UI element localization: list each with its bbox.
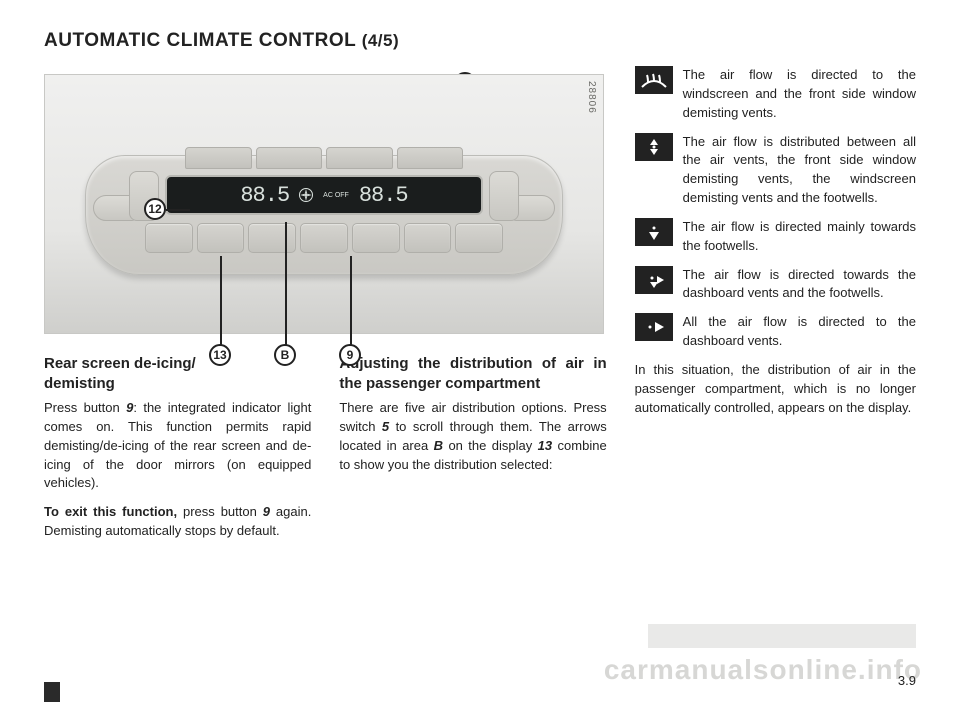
text: on the display: [443, 438, 538, 453]
climate-panel-figure: 28806 88.5 AC OFF: [44, 74, 604, 334]
bottom-buttons: [145, 223, 503, 253]
dashboard-icon: [635, 313, 673, 341]
bottom-button: [300, 223, 348, 253]
bottom-button: [455, 223, 503, 253]
top-button: [397, 147, 464, 169]
col1-p1: Press button 9: the integrated indica­to…: [44, 399, 311, 493]
col2-heading: Adjusting the distribution of air in the…: [339, 354, 606, 393]
black-tab: [44, 682, 60, 702]
col2-p1: There are five air distribution options.…: [339, 399, 606, 474]
all-vents-icon: [635, 133, 673, 161]
bottom-button: [404, 223, 452, 253]
mode-all-vents: The air flow is distributed be­tween all…: [635, 133, 916, 208]
display-left-temp: 88.5: [240, 183, 289, 208]
callout-13-label: 13: [213, 348, 226, 362]
title-fraction: (4/5): [362, 31, 399, 50]
callout-B: B: [274, 344, 296, 366]
text-bold: To exit this function,: [44, 504, 183, 519]
leader-13: [220, 256, 222, 346]
callout-12-label: 12: [148, 202, 161, 216]
display-mid: AC OFF: [323, 192, 349, 199]
col1-heading: Rear screen de-icing/ demisting: [44, 354, 311, 393]
column-2: Adjusting the distribution of air in the…: [339, 346, 606, 551]
bottom-button: [197, 223, 245, 253]
image-number: 28806: [586, 81, 597, 114]
page-title: AUTOMATIC CLIMATE CONTROL (4/5): [44, 30, 916, 52]
leader-9: [350, 256, 352, 346]
content-columns: 5 28806 88.5: [44, 62, 916, 551]
figure-wrap: 5 28806 88.5: [44, 74, 604, 334]
top-buttons: [185, 147, 463, 169]
top-button: [326, 147, 393, 169]
col1-p2: To exit this function, press button 9 ag…: [44, 503, 311, 541]
lcd-display: 88.5 AC OFF 88.5: [165, 175, 483, 215]
bottom-button: [145, 223, 193, 253]
text: Press button: [44, 400, 126, 415]
mode-dash-footwell-text: The air flow is directed towards the das…: [683, 266, 916, 304]
display-right-temp: 88.5: [359, 183, 408, 208]
ref-9: 9: [263, 504, 270, 519]
callout-B-label: B: [281, 348, 290, 362]
bottom-button: [352, 223, 400, 253]
mode-all-vents-text: The air flow is distributed be­tween all…: [683, 133, 916, 208]
bottom-button: [248, 223, 296, 253]
mode-footwell-text: The air flow is directed mainly towards …: [683, 218, 916, 256]
callout-13: 13: [209, 344, 231, 366]
col3-tail: In this situation, the distribution of a…: [635, 361, 916, 418]
mode-footwell: The air flow is directed mainly towards …: [635, 218, 916, 256]
column-3: The air flow is directed to the windscre…: [635, 62, 916, 551]
page-number: 3.9: [898, 673, 916, 688]
column-1: Rear screen de-icing/ demisting Press bu…: [44, 346, 311, 551]
callout-9-label: 9: [347, 348, 354, 362]
callout-12: 12: [144, 198, 166, 220]
leader-B: [285, 222, 287, 346]
fan-icon: [299, 188, 313, 202]
top-button: [256, 147, 323, 169]
windscreen-icon: [635, 66, 673, 94]
title-main: AUTOMATIC CLIMATE CONTROL: [44, 30, 362, 51]
mode-dashboard-text: All the air flow is directed to the dash…: [683, 313, 916, 351]
side-tab-bar: [648, 624, 916, 648]
top-button: [185, 147, 252, 169]
text: press button: [183, 504, 263, 519]
watermark: carmanualsonline.info: [604, 654, 922, 686]
ref-13: 13: [538, 438, 552, 453]
footwell-icon: [635, 218, 673, 246]
ref-B: B: [434, 438, 443, 453]
callout-9: 9: [339, 344, 361, 366]
updown-right: [489, 171, 519, 221]
leader-12: [166, 209, 190, 211]
mode-dash-footwell: The air flow is directed towards the das…: [635, 266, 916, 304]
mode-dashboard: All the air flow is directed to the dash…: [635, 313, 916, 351]
mode-windscreen-text: The air flow is directed to the windscre…: [683, 66, 916, 123]
dash-footwell-icon: [635, 266, 673, 294]
mode-windscreen: The air flow is directed to the windscre…: [635, 66, 916, 123]
